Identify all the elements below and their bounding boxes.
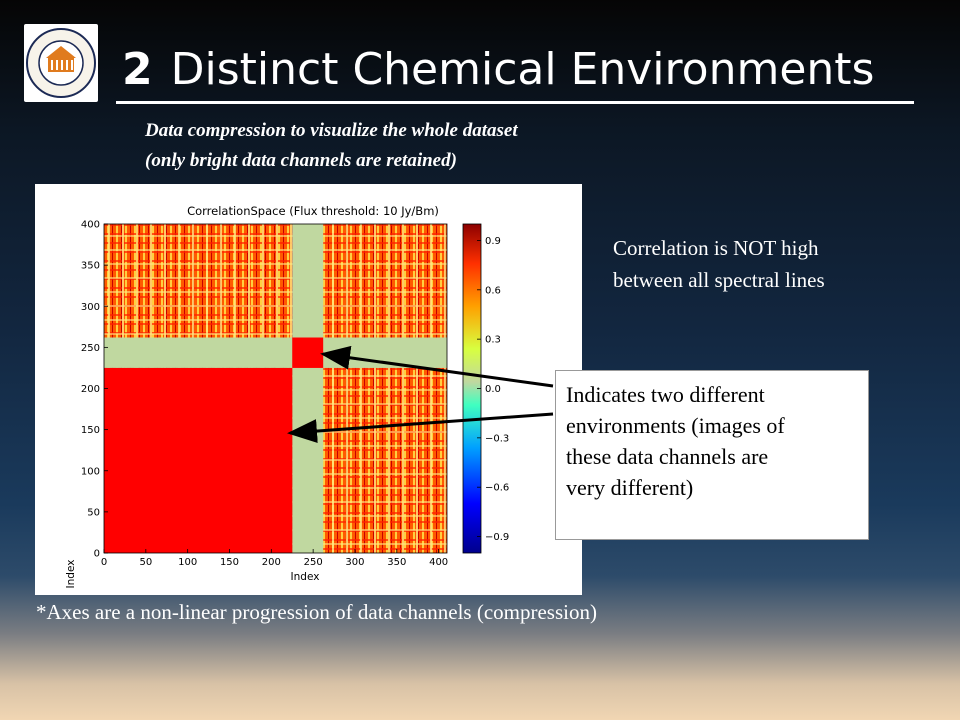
y-tick-label: 250 — [81, 343, 100, 354]
colorbar-tick-label: −0.9 — [485, 532, 509, 543]
x-tick-label: 250 — [304, 557, 323, 568]
university-logo — [24, 24, 98, 102]
note-line-2: between all spectral lines — [613, 268, 825, 292]
heatmap-region-block-b — [292, 337, 324, 368]
y-tick-label: 150 — [81, 425, 100, 436]
x-tick-label: 350 — [387, 557, 406, 568]
slide-subtitle: Data compression to visualize the whole … — [145, 116, 518, 176]
colorbar-tick-label: −0.6 — [485, 483, 509, 494]
plot-area — [104, 224, 447, 553]
callout-line-3: these data channels are — [566, 444, 769, 469]
colorbar-tick-label: 0.3 — [485, 335, 501, 346]
callout-box: Indicates two different environments (im… — [555, 370, 869, 540]
callout-line-4: very different) — [566, 475, 694, 500]
axes: 0 50 100 150 200 250 300 350 400 0 50 100 150 200 250 3… — [81, 220, 448, 569]
heatmap-region-gap-column — [292, 224, 324, 553]
x-tick-label: 150 — [220, 557, 239, 568]
x-tick-label: 0 — [101, 557, 107, 568]
heatmap-region-block-a — [104, 367, 293, 553]
correlation-heatmap-svg: CorrelationSpace (Flux threshold: 10 Jy/… — [65, 204, 509, 589]
y-tick-label: 50 — [87, 507, 100, 518]
university-seal-icon — [26, 28, 96, 98]
subtitle-line-1: Data compression to visualize the whole … — [145, 120, 518, 141]
x-axis-label: Index — [291, 571, 320, 583]
x-tick-label: 50 — [139, 557, 152, 568]
y-tick-label: 0 — [94, 549, 100, 560]
correlation-chart: CorrelationSpace (Flux threshold: 10 Jy/… — [35, 184, 582, 595]
x-tick-label: 200 — [262, 557, 281, 568]
colorbar-ticks: 0.9 0.6 0.3 0.0 −0.3 −0.6 −0.9 — [477, 236, 509, 543]
y-tick-label: 200 — [81, 384, 100, 395]
footnote: *Axes are a non-linear progression of da… — [36, 600, 597, 624]
x-tick-label: 100 — [178, 557, 197, 568]
heatmap-region-gap-row — [104, 337, 447, 368]
y-axis-label-text: Index — [65, 560, 77, 589]
subtitle-line-2: (only bright data channels are retained) — [145, 150, 457, 171]
y-axis-label: Index — [65, 560, 77, 589]
note-line-1: Correlation is NOT high — [613, 236, 819, 260]
x-tick-label: 300 — [345, 557, 364, 568]
slide-title: 2 Distinct Chemical Environments — [122, 40, 874, 100]
y-tick-label: 100 — [81, 466, 100, 477]
colorbar-tick-label: −0.3 — [485, 433, 509, 444]
x-tick-label: 400 — [429, 557, 448, 568]
title-underline — [116, 101, 914, 104]
y-tick-label: 300 — [81, 302, 100, 313]
callout-line-1: Indicates two different — [566, 382, 765, 407]
title-text: Distinct Chemical Environments — [170, 44, 875, 95]
colorbar-tick-label: 0.0 — [485, 384, 501, 395]
colorbar-tick-label: 0.9 — [485, 236, 501, 247]
colorbar-tick-label: 0.6 — [485, 285, 501, 296]
title-number: 2 — [122, 44, 153, 95]
correlation-note: Correlation is NOT high between all spec… — [613, 232, 825, 296]
callout-line-2: environments (images of — [566, 413, 785, 438]
y-tick-label: 400 — [81, 220, 100, 231]
chart-title: CorrelationSpace (Flux threshold: 10 Jy/… — [187, 204, 439, 218]
y-tick-label: 350 — [81, 261, 100, 272]
